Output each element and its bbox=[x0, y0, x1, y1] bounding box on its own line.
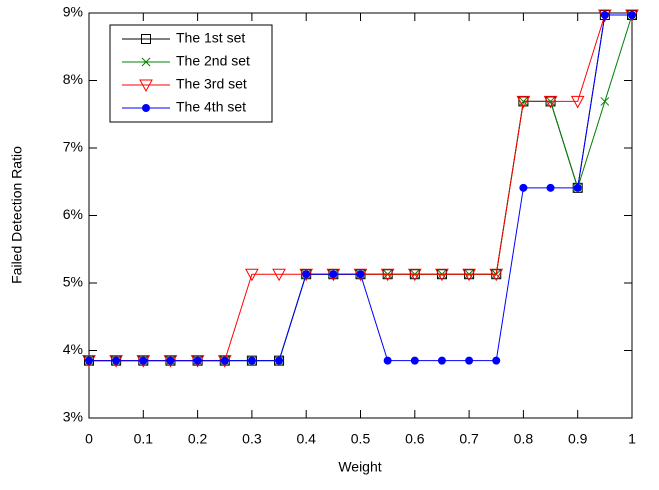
y-axis-label: Failed Detection Ratio bbox=[9, 146, 25, 284]
x-tick-label: 0.9 bbox=[568, 431, 588, 447]
marker bbox=[546, 183, 555, 192]
marker bbox=[141, 34, 151, 44]
marker bbox=[410, 356, 419, 365]
marker bbox=[407, 268, 422, 282]
marker bbox=[220, 356, 229, 365]
x-tick-label: 0.8 bbox=[514, 431, 534, 447]
x-axis-label: Weight bbox=[338, 459, 381, 475]
marker bbox=[245, 268, 259, 282]
marker bbox=[383, 356, 392, 365]
marker bbox=[302, 270, 311, 279]
y-tick-label: 8% bbox=[63, 71, 83, 87]
y-tick-label: 7% bbox=[63, 139, 83, 155]
marker bbox=[573, 183, 582, 192]
marker bbox=[462, 268, 476, 282]
marker bbox=[600, 97, 610, 106]
legend-label: The 2nd set bbox=[176, 53, 250, 69]
marker bbox=[437, 356, 446, 365]
x-tick-label: 0.1 bbox=[134, 431, 154, 447]
legend-label: The 1st set bbox=[176, 30, 245, 46]
marker bbox=[112, 356, 121, 365]
marker bbox=[435, 268, 449, 282]
x-tick-label: 0.2 bbox=[188, 431, 208, 447]
marker bbox=[600, 11, 609, 20]
marker bbox=[519, 183, 528, 192]
x-tick-label: 0.5 bbox=[351, 431, 371, 447]
marker bbox=[141, 57, 151, 67]
marker bbox=[492, 356, 501, 365]
y-tick-label: 9% bbox=[63, 4, 83, 20]
marker bbox=[247, 356, 256, 365]
legend-label: The 3rd set bbox=[176, 76, 247, 92]
marker bbox=[489, 268, 504, 282]
legend-box bbox=[109, 24, 273, 123]
x-tick-label: 0.3 bbox=[242, 431, 262, 447]
marker bbox=[543, 95, 558, 109]
marker bbox=[85, 356, 93, 365]
marker bbox=[628, 11, 636, 20]
marker bbox=[139, 79, 153, 93]
marker bbox=[570, 95, 585, 109]
marker bbox=[193, 356, 202, 365]
marker bbox=[516, 95, 531, 109]
marker bbox=[142, 104, 150, 112]
x-tick-label: 0 bbox=[85, 431, 93, 447]
marker bbox=[139, 356, 148, 365]
legend: The 1st set The 2nd set The 3rd set The 4th… bbox=[109, 24, 273, 123]
y-tick-label: 5% bbox=[63, 274, 83, 290]
marker bbox=[275, 356, 284, 365]
x-tick-label: 0.4 bbox=[296, 431, 316, 447]
y-tick-label: 3% bbox=[63, 409, 83, 425]
x-tick-label: 0.7 bbox=[459, 431, 479, 447]
legend-label: The 4th set bbox=[176, 99, 246, 115]
y-tick-label: 4% bbox=[63, 341, 83, 357]
marker bbox=[380, 268, 395, 282]
marker bbox=[272, 268, 286, 282]
x-tick-label: 0.6 bbox=[405, 431, 425, 447]
y-tick-label: 6% bbox=[63, 206, 83, 222]
marker bbox=[465, 356, 474, 365]
marker bbox=[166, 356, 175, 365]
series bbox=[85, 11, 636, 365]
x-tick-label: 1 bbox=[628, 431, 636, 447]
marker bbox=[329, 270, 338, 279]
marker bbox=[356, 270, 365, 279]
